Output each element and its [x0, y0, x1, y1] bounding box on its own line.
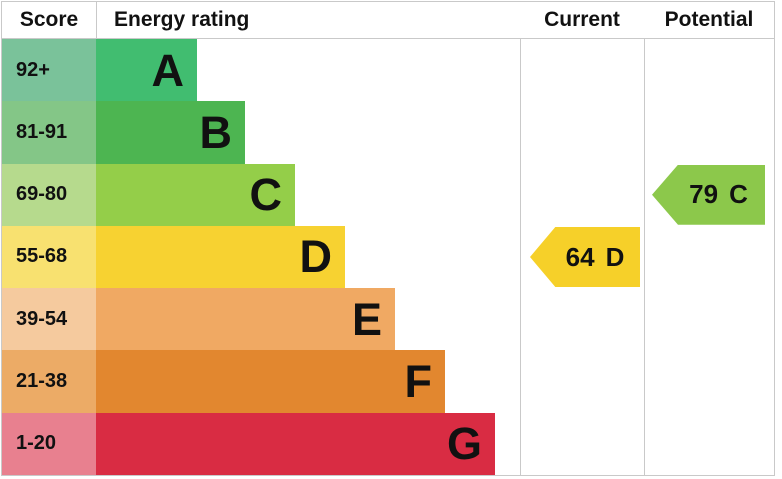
band-score-range: 92+	[2, 39, 96, 102]
rating-band-row: 92+ A	[2, 39, 774, 102]
potential-rating-letter: C	[729, 179, 748, 210]
band-letter: B	[199, 106, 233, 158]
current-column-divider	[520, 2, 521, 475]
band-bar: E	[96, 288, 395, 351]
band-score-range: 39-54	[2, 288, 96, 351]
score-column-header: Score	[19, 8, 79, 31]
rating-band-row: 1-20 G	[2, 412, 774, 475]
chart-header: Score Energy rating Current Potential	[2, 2, 774, 39]
energy-rating-column-header: Energy rating	[114, 8, 250, 31]
current-rating-letter: D	[605, 241, 625, 272]
band-score-range: 81-91	[2, 101, 96, 164]
band-bar: G	[96, 412, 495, 475]
potential-rating-value: 79	[689, 179, 719, 210]
rating-bands: 92+ A 81-91 B 69-80 C 55-68 D 39-54 E 21…	[2, 39, 774, 475]
band-letter: C	[249, 169, 283, 221]
band-letter: E	[351, 293, 382, 345]
current-rating-arrow: 64 D	[530, 227, 640, 287]
band-bar: D	[96, 225, 345, 289]
band-bar: F	[96, 350, 445, 413]
rating-band-row: 69-80 C	[2, 163, 774, 226]
band-letter: D	[299, 231, 333, 283]
potential-rating-arrow: 79 C	[652, 164, 765, 225]
band-bar: C	[96, 163, 295, 226]
rating-band-row: 55-68 D	[2, 225, 774, 289]
current-column-header: Current	[544, 8, 620, 31]
band-bar: B	[96, 101, 245, 164]
band-score-range: 69-80	[2, 163, 96, 226]
rating-band-row: 21-38 F	[2, 350, 774, 413]
band-letter: F	[404, 356, 433, 408]
band-score-range: 21-38	[2, 350, 96, 413]
band-score-range: 55-68	[2, 225, 96, 289]
band-bar: A	[96, 39, 197, 102]
band-letter: A	[151, 44, 185, 96]
band-letter: G	[446, 418, 482, 470]
rating-band-row: 39-54 E	[2, 288, 774, 351]
potential-column-header: Potential	[664, 8, 754, 31]
rating-band-row: 81-91 B	[2, 101, 774, 164]
potential-column-divider	[644, 2, 645, 475]
score-header-divider	[96, 2, 97, 38]
current-rating-value: 64	[565, 241, 595, 272]
band-score-range: 1-20	[2, 412, 96, 475]
